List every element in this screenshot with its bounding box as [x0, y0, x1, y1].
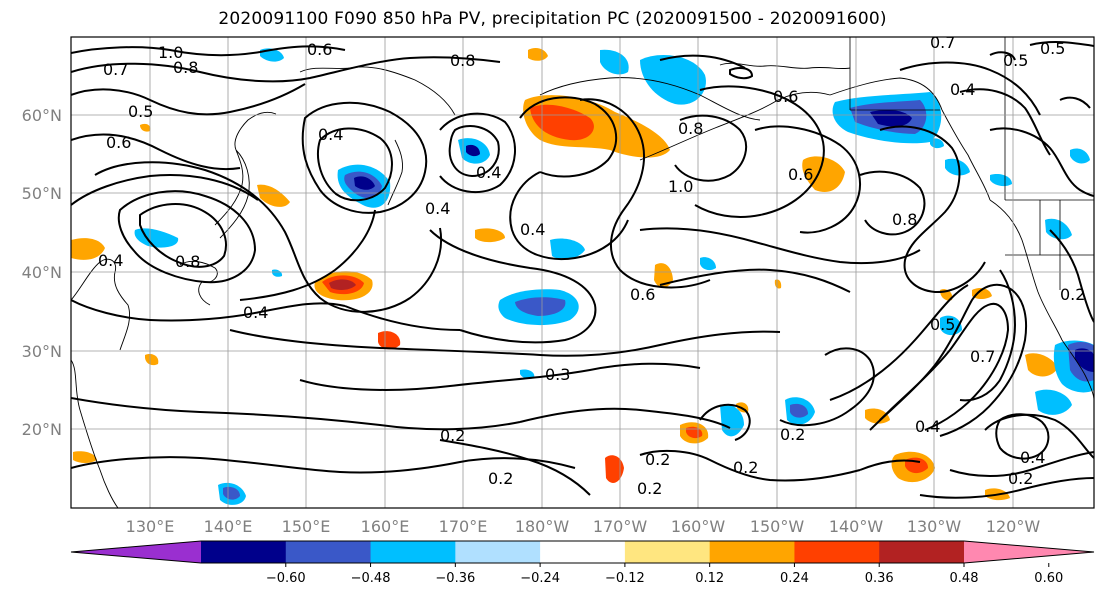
colorbar-segment	[624, 541, 711, 563]
colorbar-tick-label: −0.36	[435, 571, 475, 586]
contour-label: 0.6	[630, 285, 655, 304]
contour-label: 0.4	[1020, 448, 1045, 467]
colorbar-segment	[285, 541, 372, 563]
contour-label: 0.7	[103, 60, 128, 79]
lat-label: 50°N	[22, 184, 62, 203]
colorbar-tick-label: 0.60	[1034, 571, 1063, 586]
lon-label: 180°W	[515, 517, 570, 536]
lat-label: 60°N	[22, 106, 62, 125]
colorbar-tick-label: 0.36	[865, 571, 894, 586]
contour-label: 0.8	[892, 210, 917, 229]
lon-label: 170°E	[439, 517, 488, 536]
lon-label: 130°W	[907, 517, 962, 536]
contour-label: 0.8	[678, 119, 703, 138]
contour-label: 0.2	[733, 458, 758, 477]
lon-label: 120°W	[986, 517, 1041, 536]
contour-label: 0.7	[930, 33, 955, 52]
colorbar-segment	[370, 541, 456, 563]
map-title: 2020091100 F090 850 hPa PV, precipitatio…	[218, 9, 887, 29]
colorbar-tick-label: −0.12	[605, 571, 645, 586]
contour-label: 0.2	[1008, 469, 1033, 488]
contour-label: 0.8	[175, 252, 200, 271]
contour-label: 0.2	[488, 469, 513, 488]
contour-label: 0.4	[476, 163, 501, 182]
lat-label: 40°N	[22, 263, 62, 282]
colorbar-extend-low	[71, 541, 201, 563]
graticule	[71, 37, 1094, 508]
colorbar-tick-label: 0.12	[695, 571, 724, 586]
lon-label: 140°W	[829, 517, 884, 536]
precip-shading	[71, 48, 1094, 505]
pv-contours	[71, 41, 1094, 499]
contour-label: 0.8	[450, 51, 475, 70]
contour-label: 0.5	[1003, 51, 1028, 70]
map-plot-area: 1.0 0.8 0.7 0.6 0.8 0.5 0.6 0.4 0.4 0.4 …	[71, 33, 1094, 508]
contour-label: 0.4	[98, 251, 123, 270]
contour-label: 0.4	[915, 417, 940, 436]
contour-label: 0.7	[970, 347, 995, 366]
contour-label: 0.5	[930, 315, 955, 334]
colorbar-segment	[540, 541, 626, 563]
colorbar-segment	[455, 541, 541, 563]
contour-label: 0.2	[440, 426, 465, 445]
contour-label: 0.4	[950, 80, 975, 99]
contour-label: 1.0	[158, 43, 183, 62]
lon-label: 130°E	[126, 517, 175, 536]
lat-label: 30°N	[22, 342, 62, 361]
contour-label: 0.6	[773, 87, 798, 106]
colorbar-tick-label: 0.24	[780, 571, 809, 586]
contour-label: 0.5	[128, 102, 153, 121]
contour-label: 0.6	[788, 165, 813, 184]
colorbar: −0.60 −0.48 −0.36 −0.24 −0.12 0.12 0.24 0.36 0.4…	[70, 540, 1095, 586]
lat-label: 20°N	[22, 420, 62, 439]
lon-label: 150°E	[282, 517, 331, 536]
contour-label: 0.4	[425, 199, 450, 218]
colorbar-extend-high	[964, 541, 1094, 563]
contour-label: 0.5	[1040, 39, 1065, 58]
lat-axis: 60°N 50°N 40°N 30°N 20°N	[22, 106, 62, 439]
colorbar-tick-label: −0.24	[520, 571, 560, 586]
lon-label: 170°W	[593, 517, 648, 536]
contour-label: 0.8	[173, 58, 198, 77]
contour-label: 0.2	[645, 450, 670, 469]
colorbar-segment	[794, 541, 880, 563]
lon-label: 160°E	[361, 517, 410, 536]
colorbar-tick-label: −0.48	[351, 571, 391, 586]
plot-frame	[70, 36, 1095, 509]
lon-axis: 130°E 140°E 150°E 160°E 170°E 180°W 170°…	[126, 517, 1041, 536]
contour-label: 0.3	[545, 365, 570, 384]
lon-label: 150°W	[750, 517, 805, 536]
contour-label: 0.4	[520, 220, 545, 239]
colorbar-tick-label: 0.48	[950, 571, 979, 586]
colorbar-segment	[201, 541, 287, 563]
colorbar-outline	[70, 540, 1095, 564]
colorbar-segment	[879, 541, 965, 563]
colorbar-tick-label: −0.60	[266, 571, 306, 586]
contour-label: 0.6	[307, 40, 332, 59]
lon-label: 160°W	[671, 517, 726, 536]
contour-label: 0.2	[780, 425, 805, 444]
contour-label: 0.4	[243, 303, 268, 322]
contour-labels: 1.0 0.8 0.7 0.6 0.8 0.5 0.6 0.4 0.4 0.4 …	[98, 33, 1085, 498]
contour-label: 0.2	[637, 479, 662, 498]
contour-label: 1.0	[668, 177, 693, 196]
borders	[849, 37, 1094, 290]
contour-label: 0.6	[106, 133, 131, 152]
contour-label: 0.2	[1060, 285, 1085, 304]
colorbar-segment	[709, 541, 795, 563]
contour-label: 0.4	[318, 125, 343, 144]
lon-label: 140°E	[204, 517, 253, 536]
